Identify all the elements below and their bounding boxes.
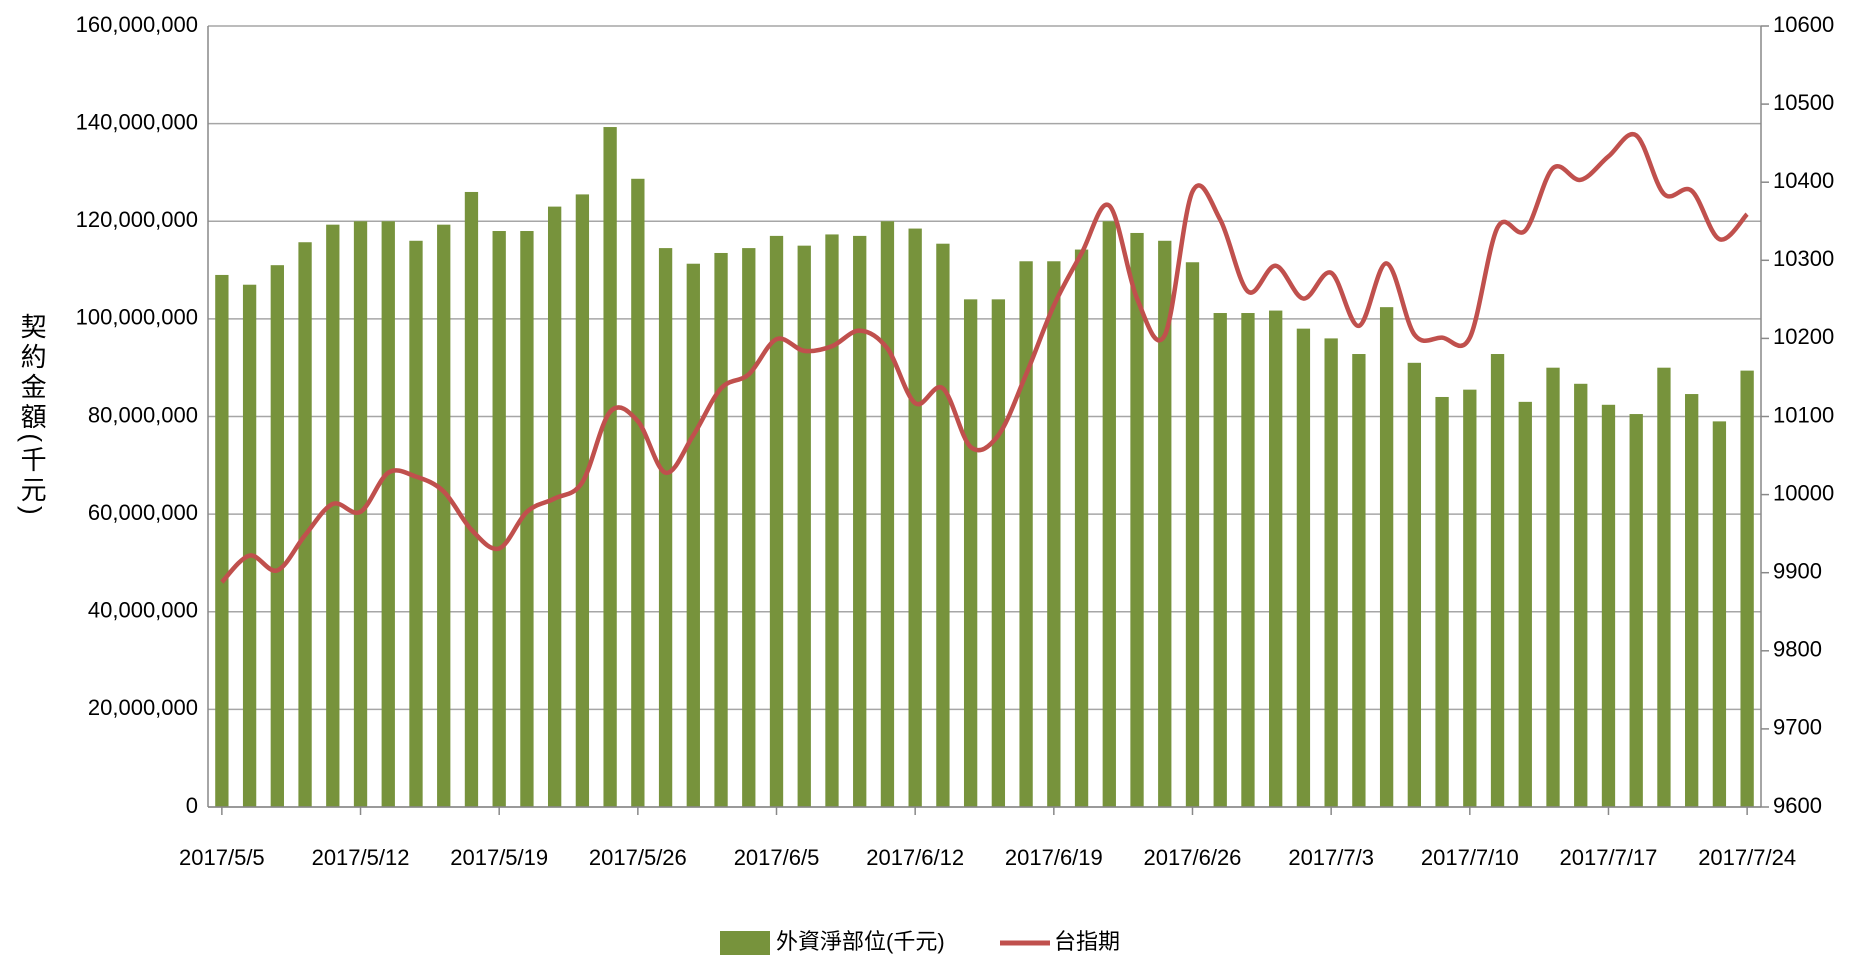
- bar: [575, 194, 590, 807]
- x-tick-label: 2017/5/5: [179, 845, 265, 870]
- x-tick-label: 2017/7/24: [1698, 845, 1796, 870]
- bar: [1629, 414, 1643, 807]
- y-tick-label: 100,000,000: [76, 305, 198, 330]
- bar: [326, 224, 340, 807]
- legend-label: 台指期: [1054, 929, 1120, 954]
- bar: [1712, 421, 1727, 807]
- x-tick-label: 2017/6/12: [866, 845, 964, 870]
- bar: [742, 248, 756, 808]
- bar: [825, 234, 839, 807]
- x-tick-label: 2017/7/17: [1560, 845, 1658, 870]
- y2-tick-label: 10600: [1773, 12, 1834, 37]
- bar: [1185, 262, 1200, 807]
- bar: [880, 221, 895, 807]
- bar: [547, 206, 562, 807]
- bar: [1047, 261, 1061, 807]
- y2-tick-label: 10300: [1773, 246, 1834, 271]
- bar: [1657, 367, 1671, 807]
- bar: [603, 127, 617, 808]
- y-tick-label: 40,000,000: [88, 598, 198, 623]
- bar: [381, 221, 395, 807]
- x-tick-label: 2017/7/3: [1288, 845, 1374, 870]
- bar: [1324, 338, 1338, 807]
- bar: [1158, 240, 1172, 807]
- bar: [1074, 249, 1089, 807]
- bar: [1601, 404, 1616, 807]
- y2-tick-label: 10400: [1773, 168, 1834, 193]
- y-tick-label: 60,000,000: [88, 500, 198, 525]
- bar: [215, 274, 229, 808]
- bar: [797, 245, 811, 807]
- y2-tick-label: 9600: [1773, 793, 1822, 818]
- bar: [1546, 367, 1560, 807]
- bar: [1740, 370, 1754, 807]
- bar: [242, 284, 257, 807]
- y-tick-label: 80,000,000: [88, 402, 198, 427]
- x-tick-label: 2017/6/26: [1144, 845, 1242, 870]
- y2-tick-label: 9700: [1773, 715, 1822, 740]
- bar: [520, 231, 534, 807]
- bar: [1130, 232, 1144, 808]
- y2-tick-label: 10000: [1773, 480, 1834, 505]
- x-tick-label: 2017/5/26: [589, 845, 687, 870]
- bar: [1407, 362, 1422, 807]
- bar: [1102, 221, 1116, 807]
- line: [220, 131, 1749, 584]
- y2-tick-label: 10500: [1773, 90, 1834, 115]
- x-tick-label: 2017/6/19: [1005, 845, 1103, 870]
- bar: [686, 263, 700, 807]
- bar: [464, 191, 479, 807]
- bar: [991, 299, 1006, 807]
- bar: [1241, 313, 1255, 807]
- bar: [769, 235, 784, 808]
- y2-tick-label: 10200: [1773, 324, 1834, 349]
- x-tick-label: 2017/6/5: [734, 845, 820, 870]
- bar: [1019, 261, 1033, 807]
- bar: [1518, 401, 1532, 807]
- x-tick-label: 2017/5/19: [450, 845, 548, 870]
- bar: [492, 231, 506, 807]
- y-tick-label: 20,000,000: [88, 695, 198, 720]
- bar: [1574, 383, 1588, 807]
- bar: [853, 235, 867, 808]
- bar: [1296, 328, 1311, 807]
- bar: [270, 265, 284, 807]
- bar: [1379, 307, 1394, 807]
- legend-swatch: [720, 931, 770, 955]
- bar: [658, 248, 673, 808]
- y-tick-label: 160,000,000: [76, 12, 198, 37]
- bar: [1213, 313, 1227, 807]
- x-tick-label: 2017/7/10: [1421, 845, 1519, 870]
- bar: [1685, 394, 1699, 807]
- y-tick-label: 120,000,000: [76, 207, 198, 232]
- y-tick-label: 140,000,000: [76, 109, 198, 134]
- y-axis-title: 契約金額(千元): [17, 313, 47, 518]
- y2-tick-label: 10100: [1773, 402, 1834, 427]
- y2-tick-label: 9900: [1773, 559, 1822, 584]
- bar: [1269, 310, 1283, 807]
- x-tick-label: 2017/5/12: [312, 845, 410, 870]
- bar: [908, 228, 922, 807]
- bar: [714, 252, 728, 807]
- legend-label: 外資淨部位(千元): [776, 929, 945, 954]
- bar: [1435, 396, 1449, 807]
- y-tick-label: 0: [186, 793, 198, 818]
- bar: [963, 299, 978, 807]
- bar: [936, 243, 950, 808]
- y2-tick-label: 9800: [1773, 637, 1822, 662]
- bar: [1352, 354, 1366, 807]
- bar: [631, 178, 645, 807]
- bar: [437, 224, 451, 807]
- bar: [1490, 354, 1505, 807]
- bar: [1463, 389, 1477, 807]
- bar: [298, 242, 312, 807]
- bar: [409, 240, 423, 807]
